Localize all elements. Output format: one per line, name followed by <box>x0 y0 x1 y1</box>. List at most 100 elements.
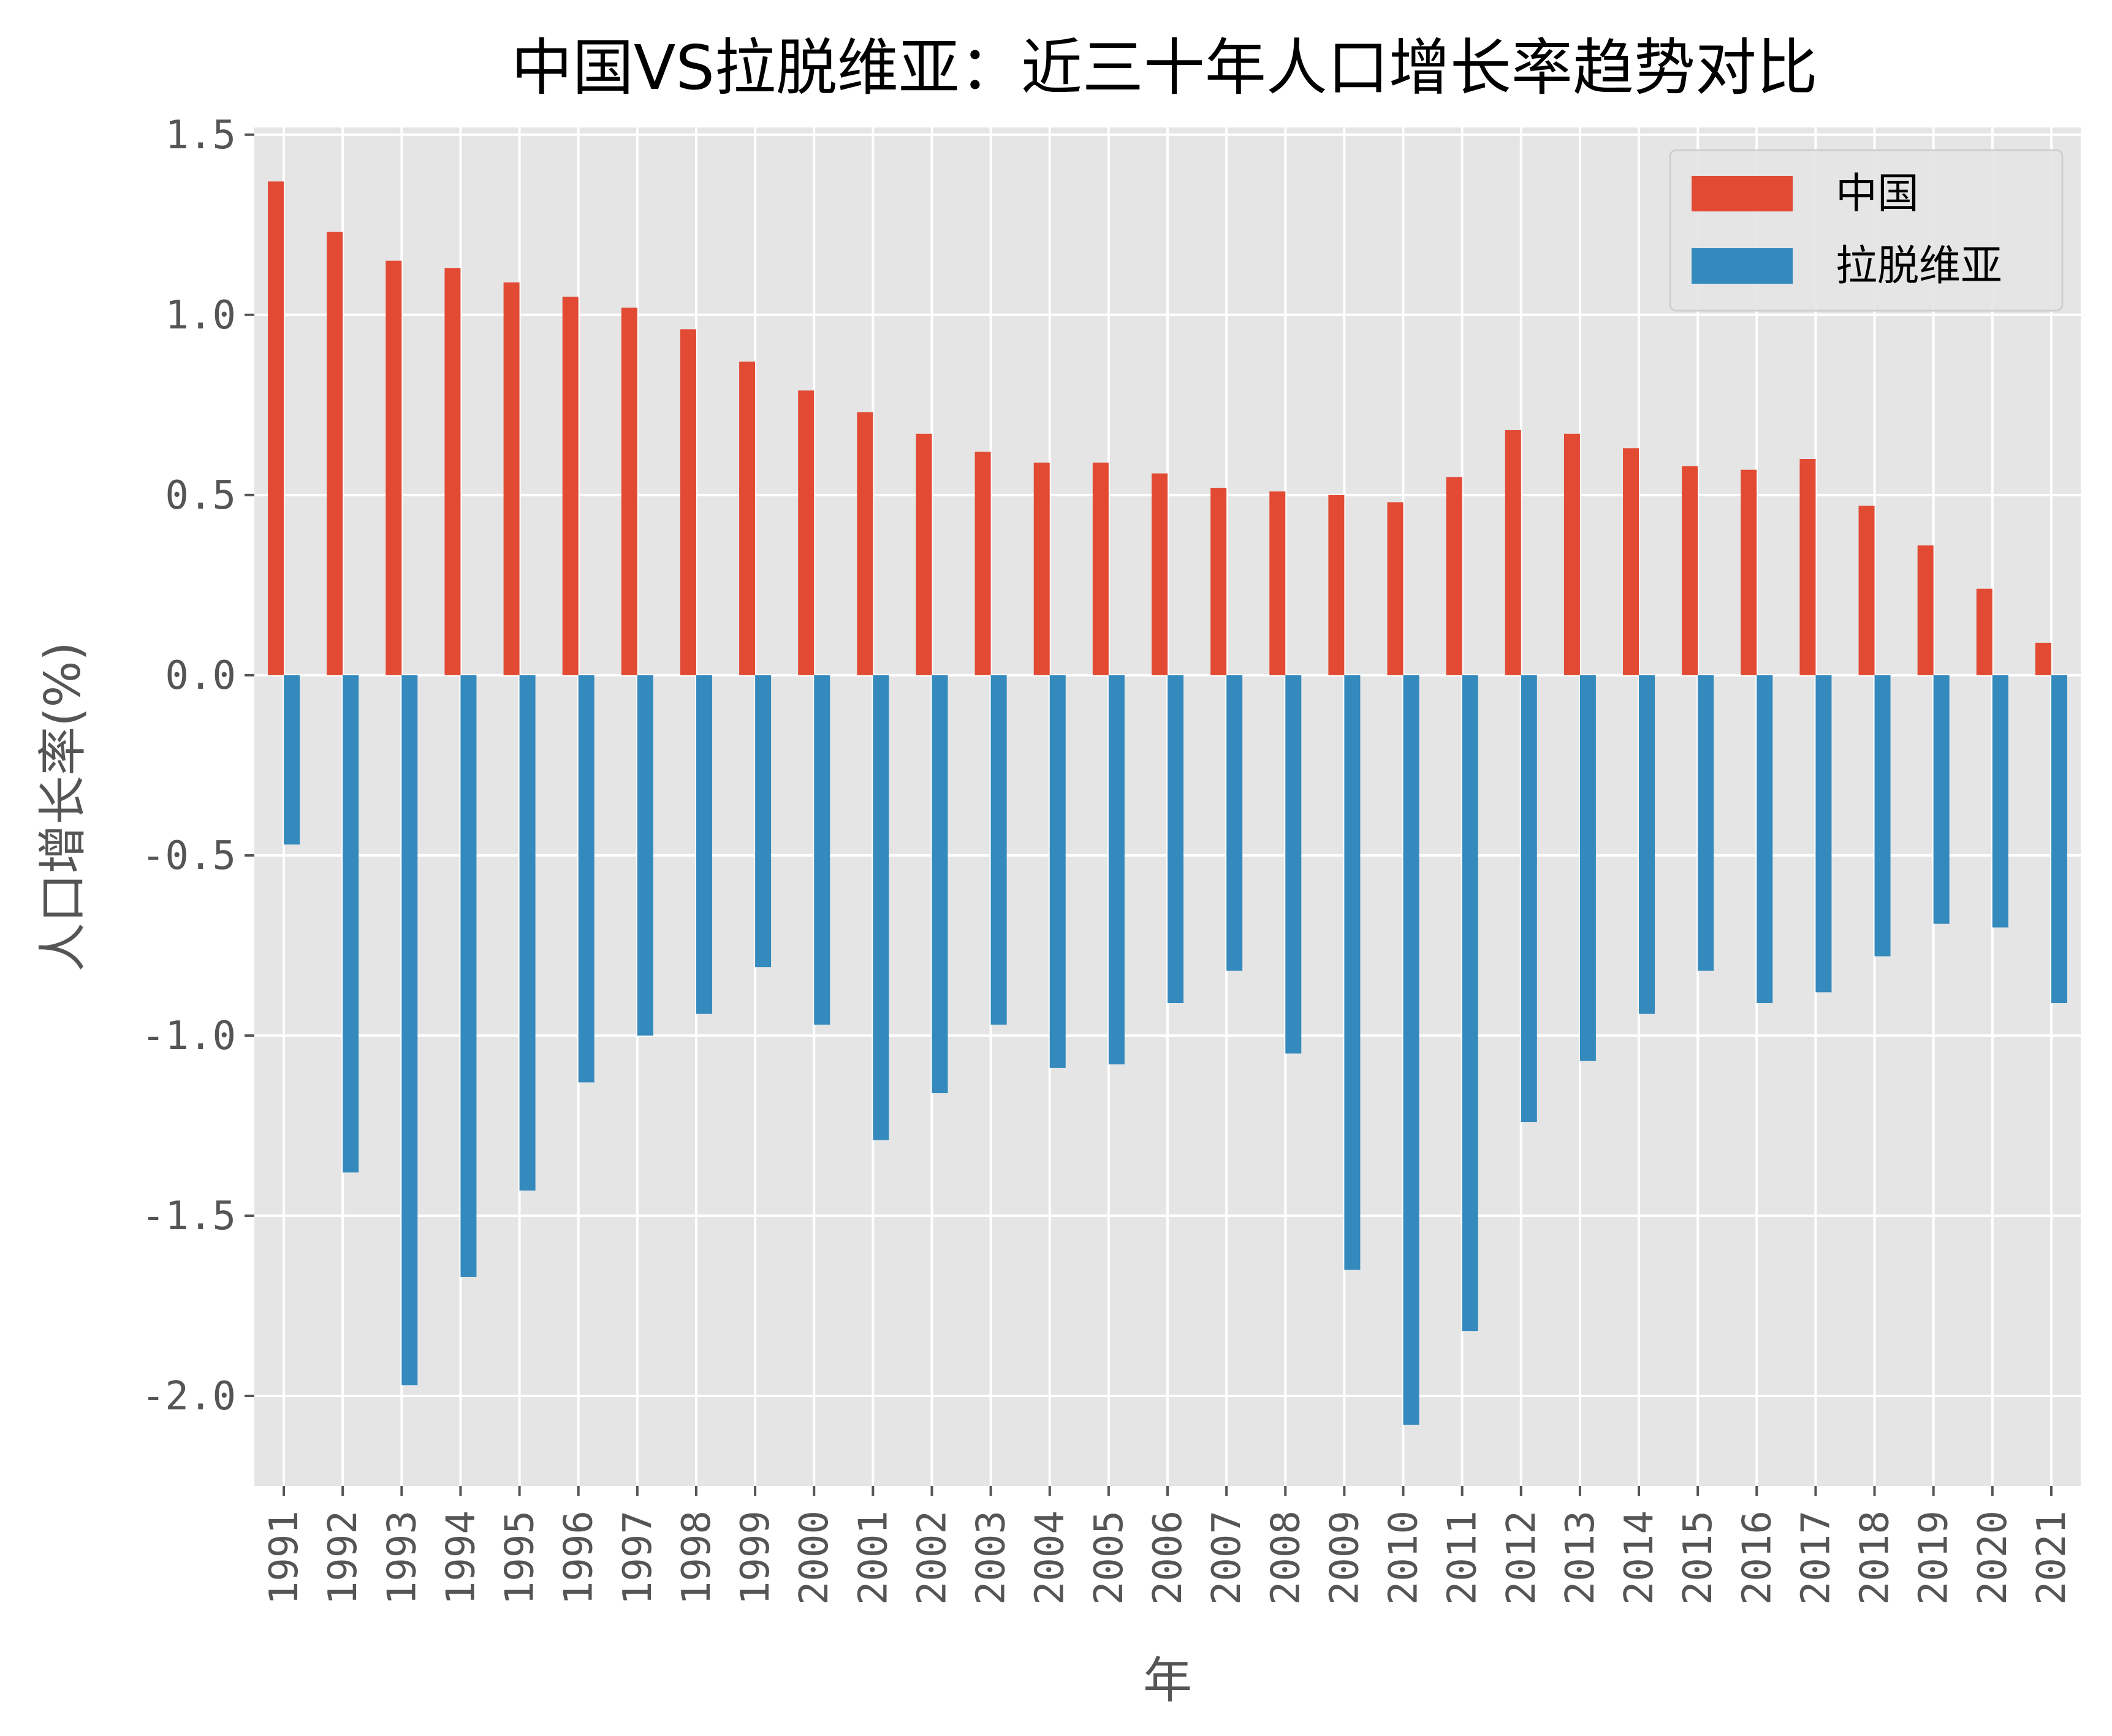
x-tick-label: 1998 <box>674 1510 720 1605</box>
y-tick-label: -1.0 <box>142 1014 236 1059</box>
bar-china-2019 <box>1917 545 1934 675</box>
bar-latvia-2015 <box>1698 675 1714 971</box>
bar-china-1997 <box>621 308 637 675</box>
x-tick-label: 2009 <box>1322 1510 1367 1605</box>
bar-latvia-2019 <box>1933 675 1950 924</box>
y-axis: 1.5 1.0 0.5 0.0 -0.5 -1.0 -1.5 -2.0 <box>142 113 254 1419</box>
bar-china-1998 <box>680 329 696 675</box>
bar-china-2013 <box>1563 433 1580 675</box>
x-tick-label: 2005 <box>1087 1510 1132 1605</box>
x-tick-label: 2015 <box>1676 1510 1721 1605</box>
x-tick-label: 2000 <box>792 1510 837 1605</box>
bar-china-1992 <box>327 232 343 675</box>
x-tick-label: 1995 <box>498 1510 543 1605</box>
bar-china-2017 <box>1799 459 1816 675</box>
bar-china-2016 <box>1741 469 1757 675</box>
bar-latvia-1993 <box>401 675 418 1385</box>
bar-china-2009 <box>1328 495 1345 675</box>
x-tick-label: 1991 <box>262 1510 307 1605</box>
x-tick-label: 1993 <box>379 1510 425 1605</box>
legend-swatch-china <box>1692 176 1793 211</box>
bar-china-1996 <box>562 297 579 675</box>
x-tick-label: 2003 <box>969 1510 1014 1605</box>
x-tick-label: 2001 <box>851 1510 896 1605</box>
x-tick-label: 2010 <box>1381 1510 1427 1605</box>
bar-latvia-2007 <box>1226 675 1243 971</box>
x-tick-label: 2002 <box>910 1510 955 1605</box>
bar-china-1993 <box>386 260 402 675</box>
x-tick-label: 2004 <box>1028 1510 1073 1605</box>
y-tick-label: 1.0 <box>165 293 236 338</box>
bar-china-2015 <box>1682 466 1698 675</box>
legend-label-latvia: 拉脱维亚 <box>1836 242 2002 290</box>
bar-latvia-2017 <box>1815 675 1832 993</box>
bar-latvia-2003 <box>990 675 1007 1025</box>
bar-latvia-2012 <box>1521 675 1537 1123</box>
x-tick-label: 2007 <box>1204 1510 1250 1605</box>
bar-latvia-2013 <box>1579 675 1596 1061</box>
bar-latvia-2018 <box>1874 675 1891 957</box>
y-tick-label: 0.5 <box>165 473 236 518</box>
bar-china-2014 <box>1623 448 1639 675</box>
bar-latvia-2014 <box>1639 675 1655 1014</box>
chart-title: 中国VS拉脱维亚：近三十年人口增长率趋势对比 <box>511 32 1818 104</box>
bar-latvia-2004 <box>1049 675 1066 1068</box>
y-tick-label: 1.5 <box>165 113 236 158</box>
legend-label-china: 中国 <box>1836 170 1919 218</box>
bar-china-2018 <box>1858 506 1875 675</box>
x-axis-label: 年 <box>1143 1652 1192 1709</box>
x-tick-label: 1992 <box>321 1510 366 1605</box>
y-axis-label: 人口增长率(%) <box>34 642 91 971</box>
bar-latvia-1996 <box>578 675 594 1083</box>
x-tick-label: 1994 <box>438 1510 484 1605</box>
bar-latvia-2009 <box>1344 675 1361 1270</box>
bar-latvia-2021 <box>2051 675 2067 1003</box>
bar-china-2008 <box>1269 491 1286 675</box>
x-tick-label: 2014 <box>1617 1510 1662 1605</box>
legend-swatch-latvia <box>1692 248 1793 284</box>
x-tick-label: 1999 <box>733 1510 778 1605</box>
y-tick-label: -1.5 <box>142 1194 236 1239</box>
bar-china-2010 <box>1387 502 1404 675</box>
x-tick-label: 2011 <box>1440 1510 1486 1605</box>
x-tick-label: 2021 <box>2029 1510 2075 1605</box>
x-tick-label: 2006 <box>1145 1510 1191 1605</box>
bar-china-2002 <box>916 433 932 675</box>
bar-latvia-1992 <box>343 675 359 1173</box>
x-tick-label: 2013 <box>1558 1510 1603 1605</box>
bar-latvia-2001 <box>873 675 889 1140</box>
bar-latvia-2011 <box>1462 675 1478 1332</box>
x-tick-label: 2016 <box>1734 1510 1780 1605</box>
bar-china-1994 <box>444 268 461 675</box>
bar-latvia-2008 <box>1285 675 1302 1054</box>
bar-china-2021 <box>2035 642 2051 675</box>
bar-china-2011 <box>1446 477 1462 675</box>
bar-latvia-1999 <box>755 675 772 968</box>
bars <box>268 181 2067 1425</box>
bar-latvia-2000 <box>814 675 830 1025</box>
x-tick-label: 2019 <box>1912 1510 1957 1605</box>
x-tick-label: 1996 <box>556 1510 602 1605</box>
bar-china-2012 <box>1505 430 1521 675</box>
x-tick-label: 2008 <box>1263 1510 1309 1605</box>
bar-china-2006 <box>1152 473 1168 675</box>
x-tick-label: 2020 <box>1970 1510 2016 1605</box>
bar-latvia-1991 <box>284 675 300 845</box>
bar-latvia-1995 <box>519 675 536 1191</box>
bar-china-2000 <box>798 390 815 675</box>
bar-china-2020 <box>1976 588 1992 675</box>
x-tick-label: 2017 <box>1793 1510 1839 1605</box>
bar-china-1999 <box>739 362 756 675</box>
bar-latvia-2002 <box>932 675 948 1094</box>
bar-china-1991 <box>268 181 284 675</box>
bar-china-1995 <box>503 282 520 675</box>
bar-china-2004 <box>1033 462 1050 675</box>
y-tick-label: -2.0 <box>142 1374 236 1419</box>
bar-latvia-1994 <box>460 675 477 1277</box>
bar-latvia-2006 <box>1168 675 1183 1003</box>
bar-latvia-2005 <box>1108 675 1125 1064</box>
y-tick-label: -0.5 <box>142 833 236 879</box>
bar-china-2005 <box>1092 462 1109 675</box>
